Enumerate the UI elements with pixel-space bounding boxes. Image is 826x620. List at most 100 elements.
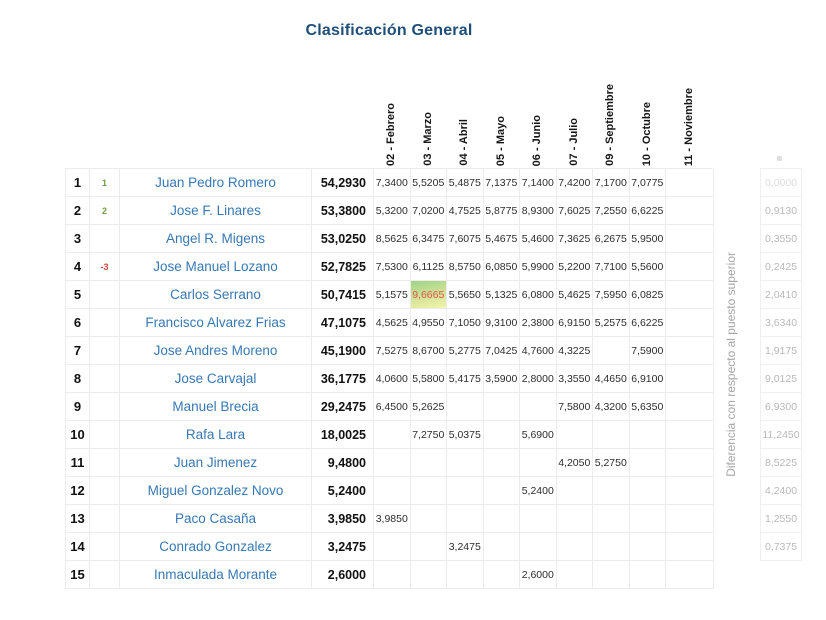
month-score-cell — [410, 533, 447, 561]
month-score-cell — [374, 421, 411, 449]
month-score-cell — [483, 505, 520, 533]
month-score-cell: 3,5900 — [483, 365, 520, 393]
month-score-cell: 5,2575 — [593, 309, 630, 337]
month-score-cell — [483, 561, 520, 589]
month-score-cell — [556, 533, 593, 561]
difference-value-cell: 6,9300 — [761, 393, 802, 421]
month-score-cell: 5,4600 — [520, 225, 557, 253]
movement-cell — [90, 421, 120, 449]
player-name[interactable]: Paco Casaña — [120, 505, 312, 533]
month-score-cell — [666, 169, 714, 197]
rank-cell: 13 — [66, 505, 90, 533]
player-name[interactable]: Francisco Alvarez Frias — [120, 309, 312, 337]
player-name[interactable]: Rafa Lara — [120, 421, 312, 449]
month-score-cell — [629, 505, 666, 533]
month-score-cell: 5,6350 — [629, 393, 666, 421]
month-score-cell: 5,4175 — [447, 365, 484, 393]
month-score-cell — [556, 505, 593, 533]
player-name[interactable]: Juan Jimenez — [120, 449, 312, 477]
month-header: 11 - Noviembre — [665, 48, 713, 166]
player-name[interactable]: Inmaculada Morante — [120, 561, 312, 589]
month-score-cell — [556, 561, 593, 589]
difference-value-cell: 0,9130 — [761, 197, 802, 225]
month-score-cell: 4,9550 — [410, 309, 447, 337]
month-score-cell: 6,6225 — [629, 309, 666, 337]
difference-value-cell: 1,9175 — [761, 337, 802, 365]
month-score-cell — [666, 337, 714, 365]
month-score-cell — [593, 477, 630, 505]
month-score-cell: 5,6900 — [520, 421, 557, 449]
difference-value-cell: 0,0000 — [761, 169, 802, 197]
month-score-cell: 5,5205 — [410, 169, 447, 197]
month-score-cell: 5,9900 — [520, 253, 557, 281]
rank-cell: 3 — [66, 225, 90, 253]
month-score-cell — [629, 421, 666, 449]
movement-cell: 1 — [90, 169, 120, 197]
month-score-cell: 2,3800 — [520, 309, 557, 337]
month-header-label: 02 - Febrero — [385, 103, 398, 166]
player-name[interactable]: Carlos Serrano — [120, 281, 312, 309]
month-score-cell: 5,1575 — [374, 281, 411, 309]
month-score-cell: 4,4650 — [593, 365, 630, 393]
month-score-cell: 2,6000 — [520, 561, 557, 589]
movement-cell — [90, 393, 120, 421]
month-score-cell: 8,6700 — [410, 337, 447, 365]
month-score-cell: 5,4875 — [447, 169, 484, 197]
total-score-cell: 2,6000 — [312, 561, 374, 589]
total-score-cell: 5,2400 — [312, 477, 374, 505]
month-score-cell — [666, 505, 714, 533]
month-header: 10 - Octubre — [629, 48, 666, 166]
month-score-cell — [666, 225, 714, 253]
month-score-cell: 5,1325 — [483, 281, 520, 309]
month-score-cell: 6,9150 — [556, 309, 593, 337]
total-score-cell: 3,9850 — [312, 505, 374, 533]
player-name[interactable]: Jose Manuel Lozano — [120, 253, 312, 281]
month-score-cell — [666, 281, 714, 309]
movement-cell: -3 — [90, 253, 120, 281]
month-score-cell: 7,5300 — [374, 253, 411, 281]
page-title: Clasificación General — [305, 22, 473, 39]
month-header-label: 05 - Mayo — [494, 115, 507, 166]
month-score-cell — [629, 561, 666, 589]
month-score-cell: 4,5625 — [374, 309, 411, 337]
movement-cell — [90, 225, 120, 253]
rank-cell: 14 — [66, 533, 90, 561]
difference-axis-label: Diferencia con respecto al puesto superi… — [724, 251, 738, 477]
player-name[interactable]: Juan Pedro Romero — [120, 169, 312, 197]
total-score-cell: 54,2930 — [312, 169, 374, 197]
month-score-cell — [410, 561, 447, 589]
player-name[interactable]: Jose Andres Moreno — [120, 337, 312, 365]
month-header-label: 04 - Abril — [458, 119, 471, 166]
movement-cell — [90, 449, 120, 477]
month-score-cell — [629, 533, 666, 561]
month-score-cell — [410, 505, 447, 533]
player-name[interactable]: Jose Carvajal — [120, 365, 312, 393]
rank-cell: 6 — [66, 309, 90, 337]
month-score-cell: 5,9500 — [629, 225, 666, 253]
month-score-cell: 6,6225 — [629, 197, 666, 225]
month-score-cell: 6,9100 — [629, 365, 666, 393]
difference-value-cell: 2,0410 — [761, 281, 802, 309]
month-score-cell: 6,0800 — [520, 281, 557, 309]
month-score-cell: 8,5750 — [447, 253, 484, 281]
month-score-cell — [629, 477, 666, 505]
month-score-cell — [447, 505, 484, 533]
movement-cell: 2 — [90, 197, 120, 225]
month-score-cell — [483, 533, 520, 561]
month-score-cell: 4,2050 — [556, 449, 593, 477]
month-score-cell: 5,5800 — [410, 365, 447, 393]
player-name[interactable]: Conrado Gonzalez — [120, 533, 312, 561]
movement-cell — [90, 337, 120, 365]
player-name[interactable]: Manuel Brecia — [120, 393, 312, 421]
rank-cell: 15 — [66, 561, 90, 589]
player-name[interactable]: Miguel Gonzalez Novo — [120, 477, 312, 505]
month-score-cell — [666, 533, 714, 561]
month-score-cell: 4,0600 — [374, 365, 411, 393]
month-score-cell: 8,5625 — [374, 225, 411, 253]
difference-value-cell: 3,6340 — [761, 309, 802, 337]
player-name[interactable]: Jose F. Linares — [120, 197, 312, 225]
difference-value-cell: 1,2550 — [761, 505, 802, 533]
month-score-cell: 7,1700 — [593, 169, 630, 197]
month-score-cell — [374, 561, 411, 589]
player-name[interactable]: Angel R. Migens — [120, 225, 312, 253]
